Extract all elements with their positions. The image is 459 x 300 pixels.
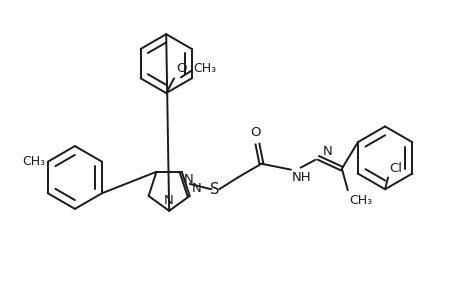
Text: Cl: Cl: [388, 161, 401, 175]
Text: NH: NH: [291, 171, 311, 184]
Text: O: O: [176, 62, 186, 75]
Text: N: N: [184, 173, 193, 186]
Text: N: N: [322, 145, 331, 158]
Text: CH₃: CH₃: [193, 62, 216, 75]
Text: N: N: [191, 182, 201, 195]
Text: CH₃: CH₃: [22, 155, 45, 168]
Text: N: N: [163, 194, 173, 207]
Text: O: O: [250, 126, 260, 139]
Text: S: S: [209, 182, 218, 197]
Text: CH₃: CH₃: [348, 194, 371, 207]
